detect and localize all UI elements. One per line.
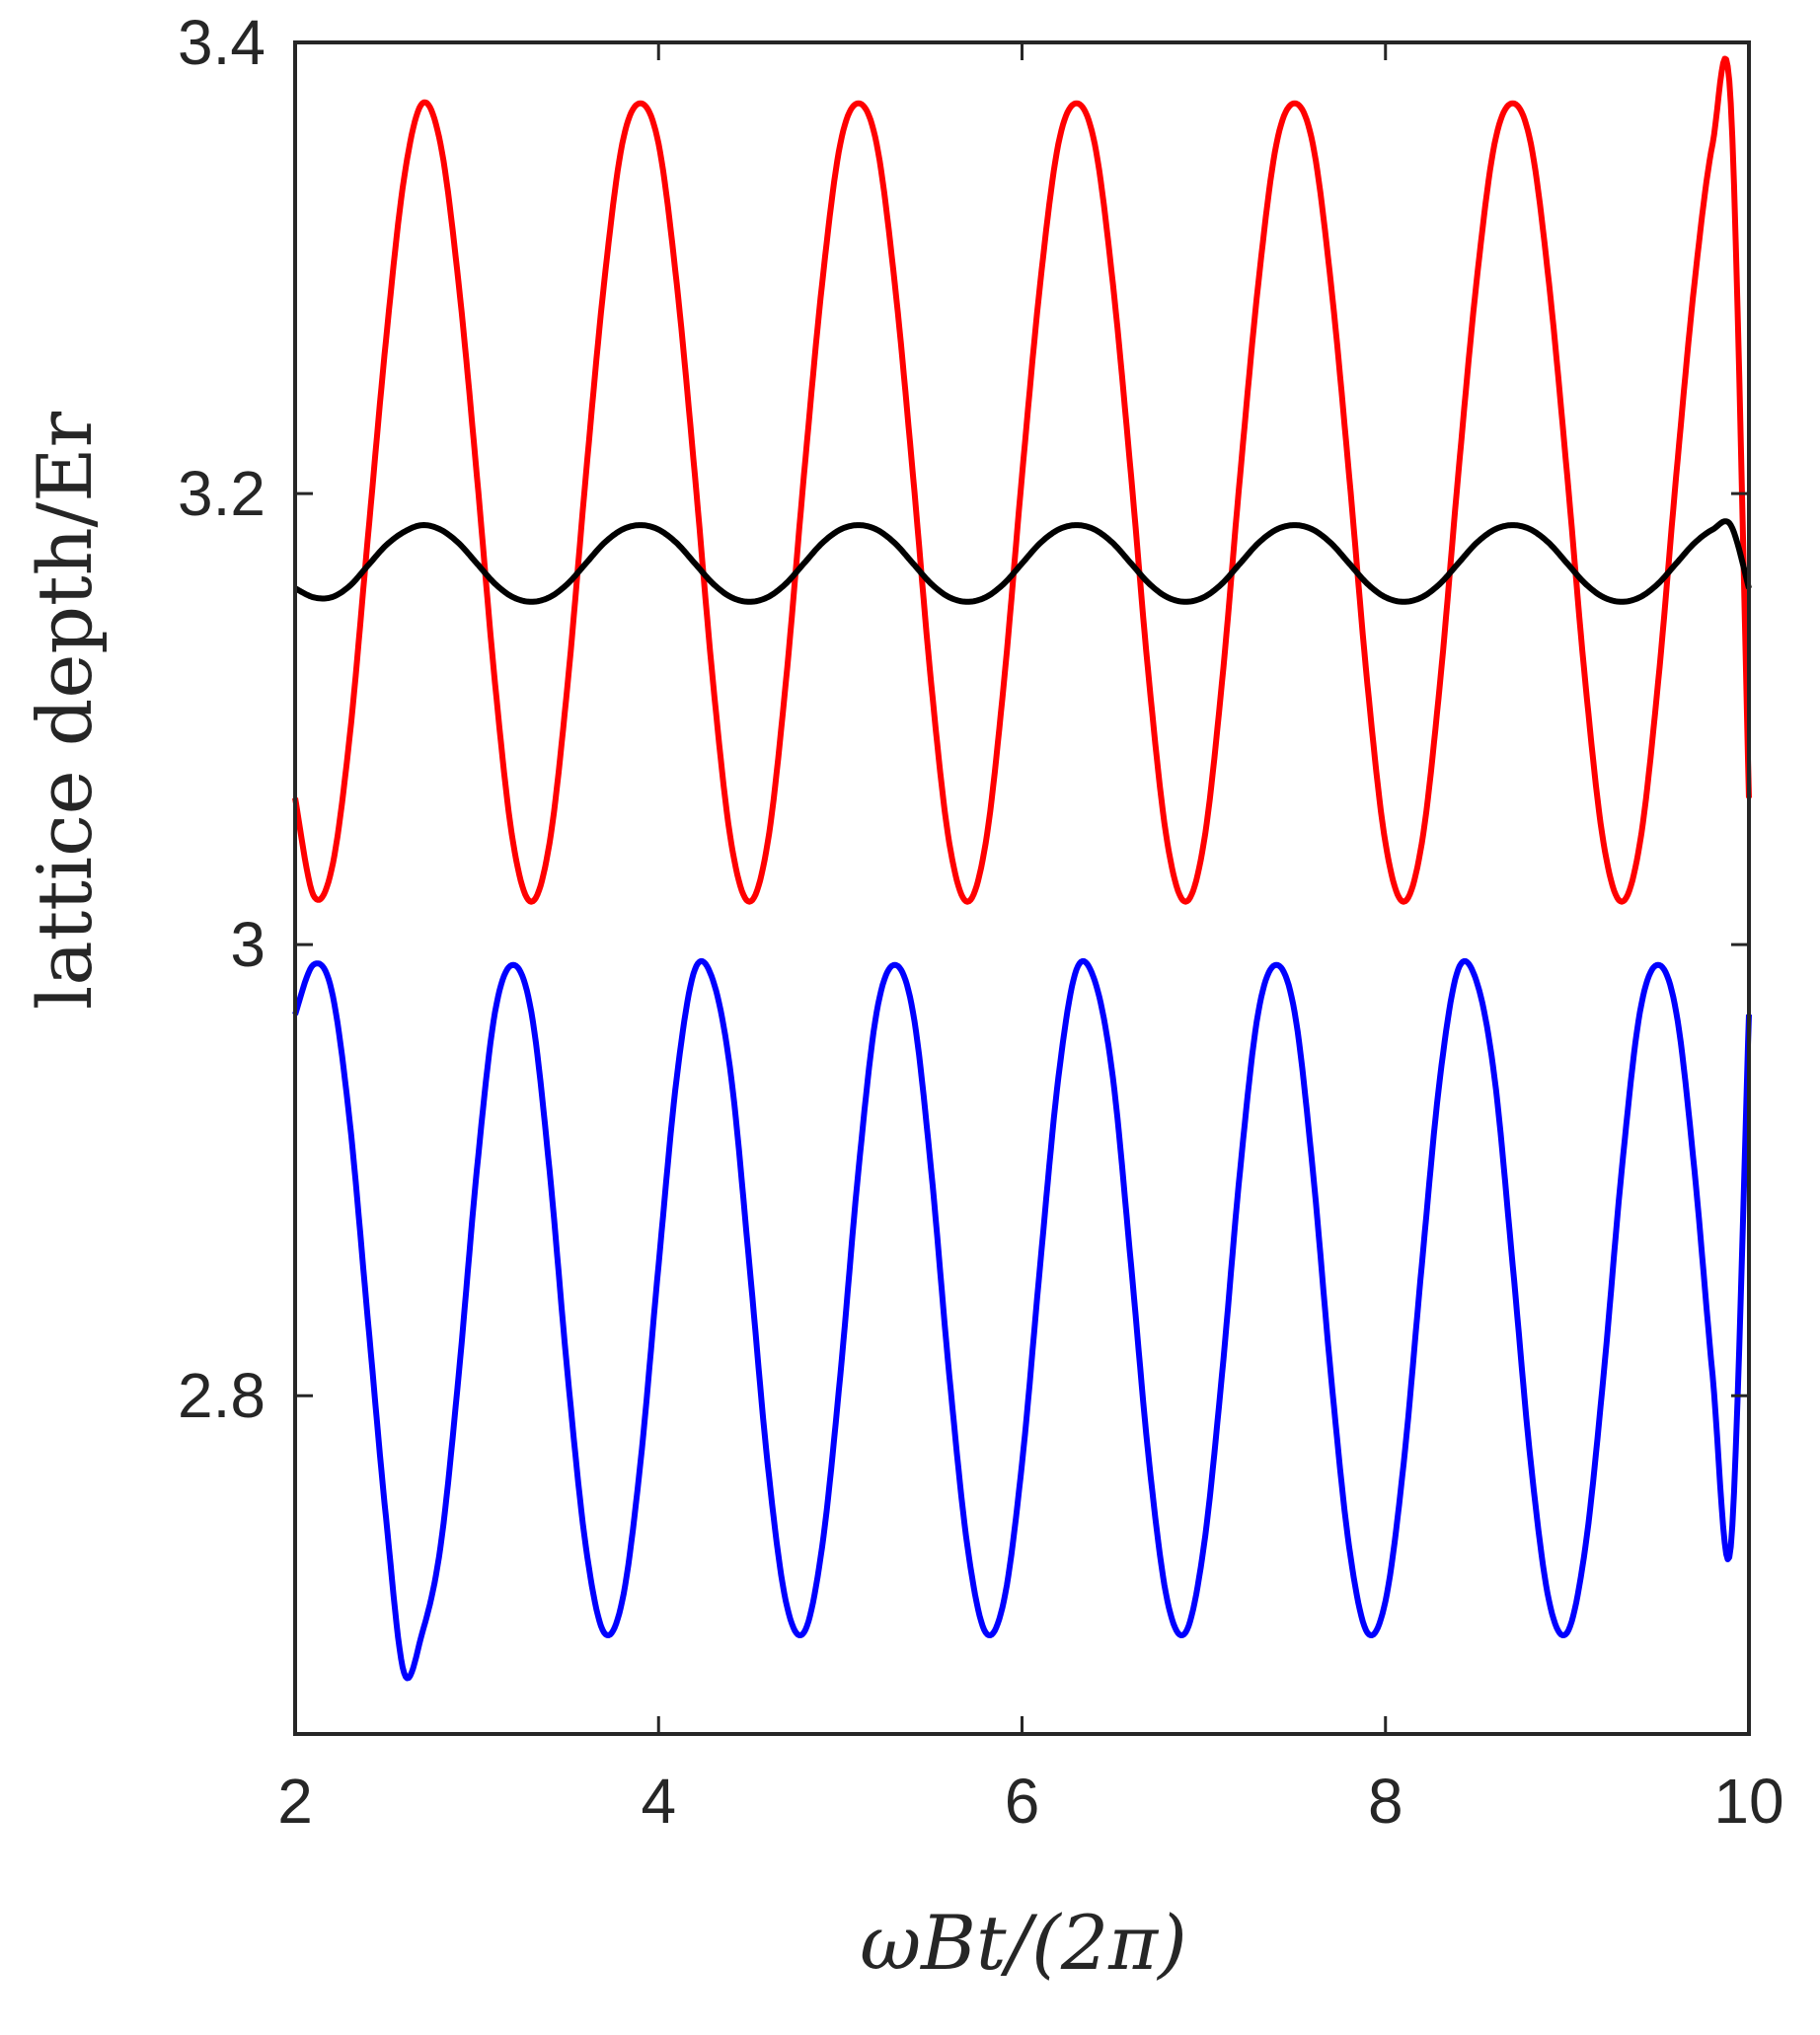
x-tick-label: 6	[1005, 1766, 1040, 1837]
x-tick-label: 10	[1713, 1766, 1783, 1837]
x-tick-label: 8	[1368, 1766, 1403, 1837]
y-tick-label: 3.2	[178, 458, 265, 529]
y-tick-label: 2.8	[178, 1360, 265, 1431]
y-axis-label: lattice depth/Er	[21, 411, 109, 1010]
series-line-1	[292, 55, 1752, 905]
tick-layer: 2 4 6 8 10 2.8 3 3.2 3.4	[178, 7, 1784, 1837]
x-axis-label: ωBt/(2π)	[860, 1899, 1187, 1987]
series-layer	[292, 55, 1752, 1682]
y-tick-label: 3.4	[178, 7, 265, 78]
y-tick-label: 3	[230, 909, 265, 980]
series-line-2	[292, 518, 1752, 605]
series-line-3	[292, 957, 1752, 1682]
x-tick-label: 2	[277, 1766, 313, 1837]
x-tick-label: 4	[641, 1766, 676, 1837]
